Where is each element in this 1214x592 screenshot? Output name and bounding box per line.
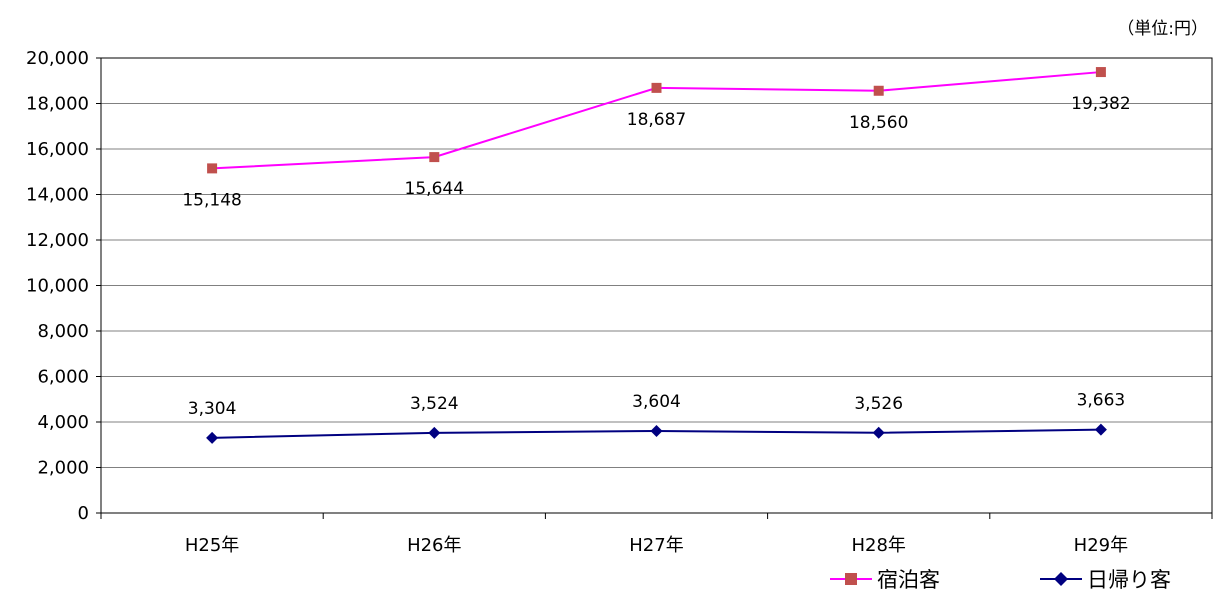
legend-marker xyxy=(1054,572,1068,586)
x-tick-label: H27年 xyxy=(629,535,683,556)
y-tick-label: 2,000 xyxy=(37,458,89,479)
series-layer: 15,148 15,644 18,687 18,560 19,382 3,304 3,524… xyxy=(182,67,1131,444)
data-label: 3,604 xyxy=(632,392,681,412)
series-1: 15,148 15,644 18,687 18,560 19,382 xyxy=(182,67,1131,210)
data-point xyxy=(1094,423,1107,436)
data-point xyxy=(207,163,218,174)
y-tick-label: 14,000 xyxy=(26,185,89,206)
data-label: 3,524 xyxy=(410,394,459,414)
x-tick-label: H25年 xyxy=(185,535,239,556)
legend-marker xyxy=(845,573,857,585)
data-label: 3,663 xyxy=(1077,391,1126,411)
legend-item: 宿泊客 xyxy=(830,568,940,592)
data-point xyxy=(1095,67,1106,78)
data-point xyxy=(429,152,440,163)
data-label: 15,148 xyxy=(182,190,241,210)
data-point xyxy=(873,85,884,96)
y-tick-label: 12,000 xyxy=(26,230,89,251)
y-tick-label: 10,000 xyxy=(26,276,89,297)
data-label: 3,526 xyxy=(854,394,903,414)
legend: 宿泊客 日帰り客 xyxy=(830,568,1171,592)
data-point xyxy=(651,82,662,93)
y-tick-label: 16,000 xyxy=(26,139,89,160)
y-tick-label: 8,000 xyxy=(37,321,89,342)
y-tick-label: 20,000 xyxy=(26,48,89,69)
data-point xyxy=(428,426,441,439)
data-point xyxy=(206,431,219,444)
y-tick-label: 6,000 xyxy=(37,367,89,388)
data-point xyxy=(650,425,663,438)
y-tick-label: 4,000 xyxy=(37,412,89,433)
data-label: 19,382 xyxy=(1071,94,1130,114)
x-tick-label: H28年 xyxy=(851,535,905,556)
x-tick-label: H26年 xyxy=(407,535,461,556)
x-tick-label: H29年 xyxy=(1074,535,1128,556)
data-label: 3,304 xyxy=(188,399,237,419)
data-label: 18,560 xyxy=(849,113,908,133)
data-point xyxy=(872,426,885,439)
unit-note: （単位:円） xyxy=(1117,19,1208,39)
y-axis: 0 2,000 4,000 6,000 8,000 10,000 12,000 14,000 1… xyxy=(26,48,101,524)
data-label: 18,687 xyxy=(627,110,686,130)
gridlines xyxy=(101,103,1212,468)
x-axis: H25年 H26年 H27年 H28年 H29年 xyxy=(100,513,1213,556)
legend-item: 日帰り客 xyxy=(1040,568,1171,592)
y-tick-label: 18,000 xyxy=(26,94,89,115)
legend-label: 宿泊客 xyxy=(877,568,940,592)
legend-label: 日帰り客 xyxy=(1087,568,1171,592)
y-tick-label: 0 xyxy=(78,503,89,524)
data-label: 15,644 xyxy=(405,179,464,199)
series-2: 3,304 3,524 3,604 3,526 3,663 xyxy=(188,391,1125,444)
